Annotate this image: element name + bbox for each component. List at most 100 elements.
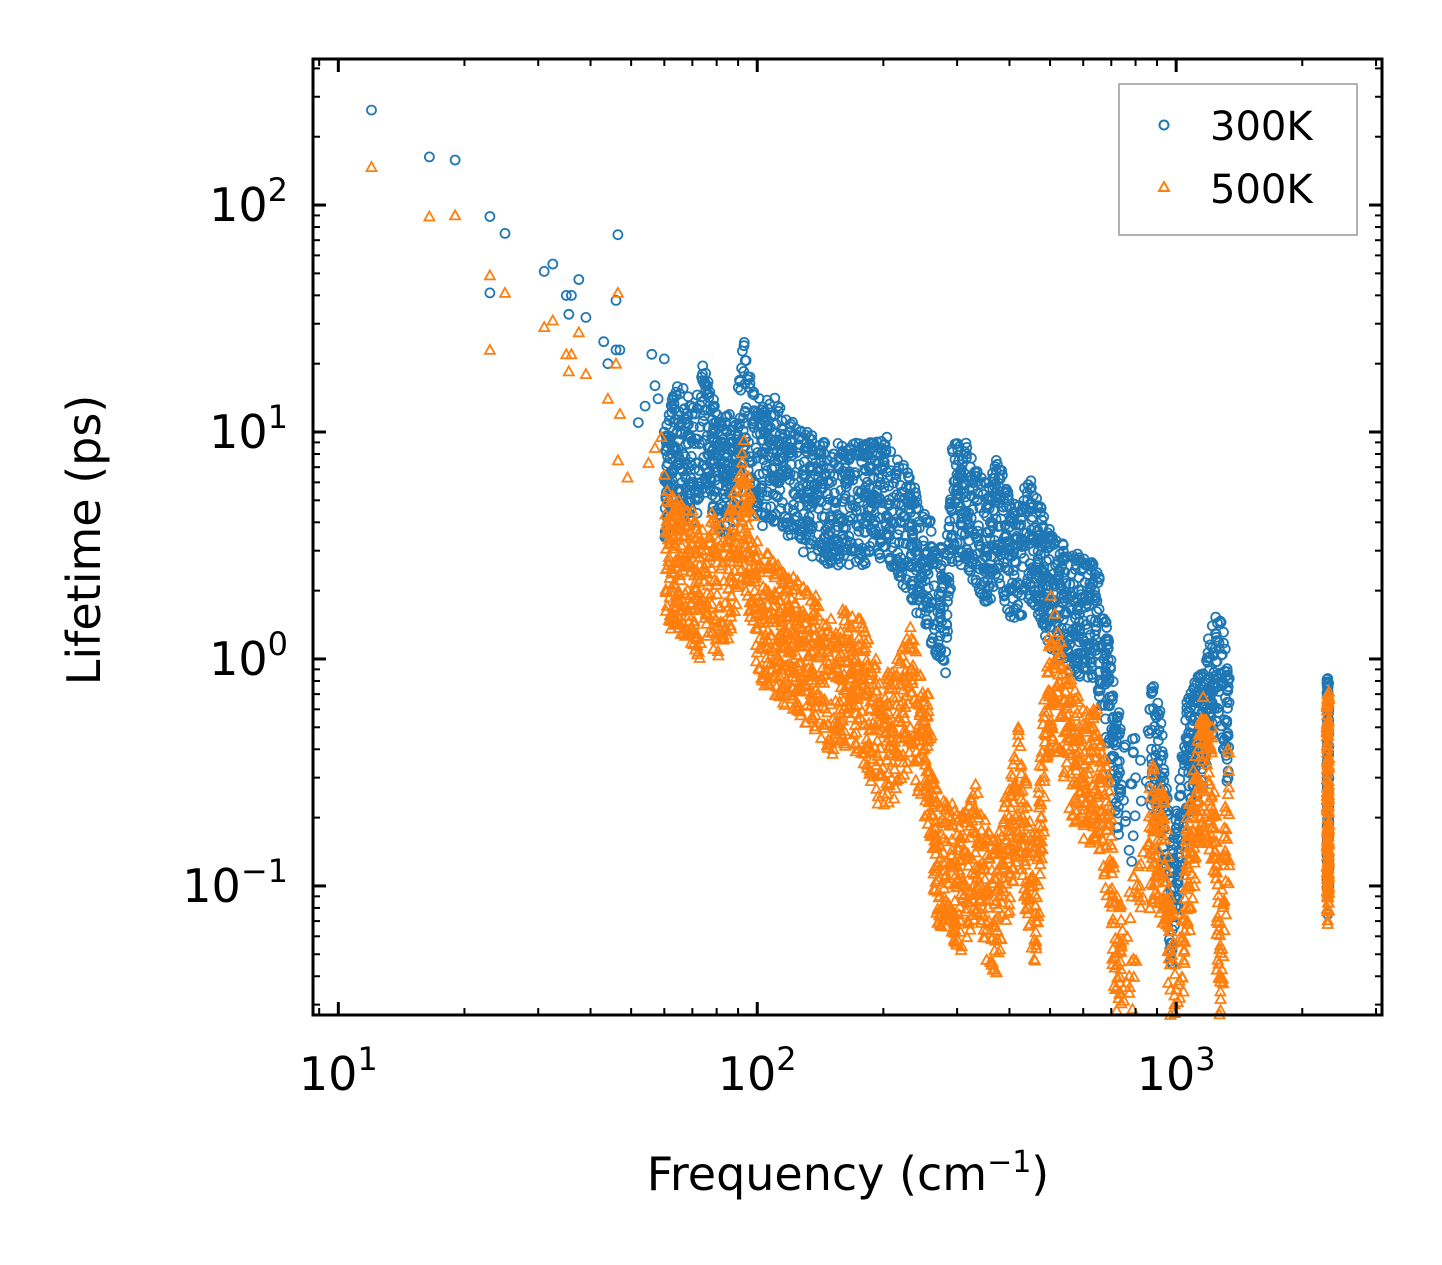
point-300k <box>838 450 850 462</box>
point-500k <box>843 671 857 684</box>
point-300k <box>1081 595 1092 606</box>
point-500k <box>809 682 823 695</box>
point-500k <box>1015 816 1029 829</box>
point-300k <box>921 614 933 626</box>
point-300k <box>933 588 945 600</box>
point-500k <box>1075 806 1089 819</box>
point-300k <box>774 402 786 414</box>
point-500k <box>1217 858 1231 870</box>
point-500k <box>1037 789 1052 802</box>
point-500k <box>1082 738 1096 751</box>
point-500k <box>1145 767 1159 780</box>
point-300k <box>720 480 732 492</box>
point-300k <box>963 483 975 495</box>
point-300k <box>694 421 706 433</box>
point-500k <box>945 843 959 855</box>
point-500k <box>726 518 740 531</box>
point-300k <box>959 549 971 561</box>
point-500k <box>997 812 1012 824</box>
point-500k <box>1177 911 1191 924</box>
point-500k <box>1105 899 1119 912</box>
point-500k <box>960 895 974 907</box>
point-500k <box>1150 833 1164 846</box>
point-300k <box>984 566 995 578</box>
point-500k <box>940 834 954 847</box>
point-500k <box>870 733 884 746</box>
point-500k <box>807 613 821 626</box>
point-300k <box>1183 692 1194 704</box>
point-500k <box>1084 722 1098 735</box>
point-500k <box>698 565 712 577</box>
point-300k <box>898 459 909 471</box>
point-500k <box>927 881 941 894</box>
point-500k <box>829 669 843 682</box>
point-500k <box>767 606 781 619</box>
point-500k <box>1214 992 1228 1004</box>
point-500k <box>700 566 714 579</box>
point-500k <box>1161 944 1175 956</box>
point-500k <box>1028 953 1042 966</box>
point-300k <box>761 394 773 406</box>
point-300k <box>1216 720 1227 732</box>
point-300k <box>1120 810 1132 822</box>
point-500k <box>818 619 832 632</box>
point-500k <box>1092 771 1106 784</box>
point-300k <box>738 412 749 424</box>
point-300k <box>917 535 929 547</box>
point-500k <box>704 561 718 574</box>
point-300k <box>670 386 682 398</box>
point-500k <box>755 642 769 654</box>
point-300k <box>806 501 818 513</box>
point-300k <box>774 428 786 440</box>
point-300k <box>728 417 740 429</box>
point-500k <box>1015 862 1029 875</box>
point-300k <box>639 400 651 412</box>
point-500k <box>947 804 961 817</box>
point-500k <box>1104 838 1118 850</box>
point-300k <box>1084 640 1095 652</box>
point-500k <box>1080 795 1094 807</box>
point-300k <box>709 400 720 412</box>
point-500k <box>741 469 755 482</box>
point-300k <box>801 436 812 448</box>
point-500k <box>797 607 811 619</box>
point-300k <box>776 415 788 427</box>
point-300k <box>917 554 929 566</box>
point-500k <box>975 823 989 836</box>
point-300k <box>960 506 972 518</box>
point-500k <box>1023 871 1037 884</box>
point-500k <box>735 514 749 527</box>
point-300k <box>1060 608 1072 620</box>
point-300k <box>1075 589 1087 600</box>
point-500k <box>929 846 943 859</box>
point-500k <box>1108 950 1122 962</box>
point-300k <box>1111 712 1123 724</box>
point-300k <box>784 447 796 459</box>
point-500k <box>909 734 923 746</box>
point-500k <box>953 899 967 912</box>
point-500k <box>851 697 865 710</box>
point-500k <box>700 629 714 641</box>
point-300k <box>1012 500 1024 512</box>
point-300k <box>981 493 993 505</box>
point-300k <box>864 541 876 552</box>
point-300k <box>563 308 575 320</box>
point-300k <box>573 274 585 285</box>
point-300k <box>747 417 758 429</box>
point-300k <box>1021 487 1033 498</box>
point-300k <box>965 565 976 577</box>
point-300k <box>1063 631 1074 643</box>
point-300k <box>1048 578 1060 590</box>
point-300k <box>902 497 913 509</box>
point-300k <box>781 518 793 530</box>
point-300k <box>738 340 750 352</box>
point-300k <box>952 555 964 567</box>
point-500k <box>1143 790 1157 803</box>
point-300k <box>985 593 996 605</box>
point-500k <box>750 596 764 609</box>
point-300k <box>722 468 733 480</box>
point-500k <box>663 571 677 583</box>
point-300k <box>805 538 816 550</box>
point-300k <box>715 457 727 469</box>
point-500k <box>829 626 843 639</box>
